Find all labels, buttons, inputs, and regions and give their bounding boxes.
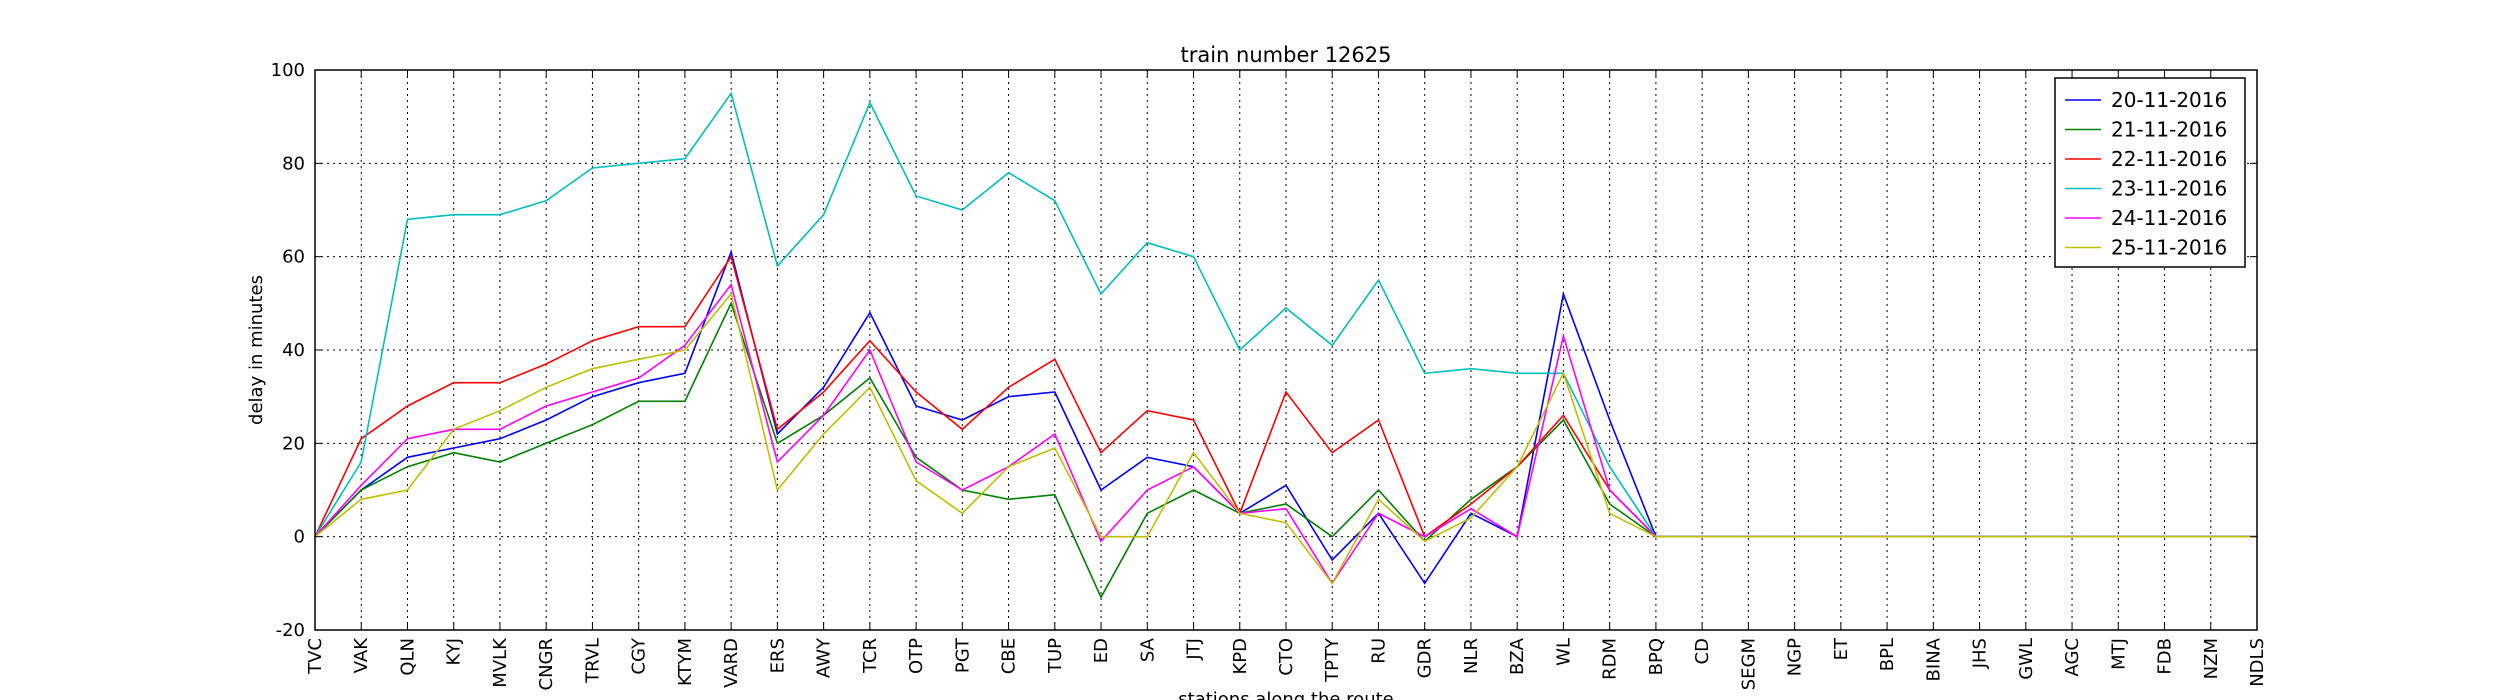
x-tick-label: CBE — [999, 638, 1020, 674]
axis-ticks: -20 0 20 40 60 80 100 TVC VAK QLN KYJ MVLK CNGR TRVL C… — [271, 60, 2268, 691]
x-tick-label: AGC — [2062, 638, 2083, 677]
x-tick-label: NZM — [2201, 638, 2222, 679]
y-tick-label: 100 — [271, 60, 305, 81]
x-tick-label: KYJ — [444, 638, 465, 665]
legend-entry: 23-11-2016 — [2111, 177, 2227, 201]
x-tick-label: MTJ — [2108, 638, 2129, 670]
x-tick-label: TVC — [305, 638, 326, 675]
x-tick-label: TCR — [860, 638, 881, 674]
legend: 20-11-2016 21-11-2016 22-11-2016 23-11-2016… — [2054, 77, 2246, 268]
x-tick-label: BPL — [1877, 638, 1898, 671]
x-tick-label: BZA — [1507, 637, 1528, 675]
x-tick-label: RU — [1368, 638, 1389, 664]
series-lines — [314, 91, 2257, 600]
x-tick-label: OTP — [906, 638, 927, 674]
y-tick-label: -20 — [276, 620, 305, 641]
x-tick-label: WL — [1553, 638, 1574, 666]
x-tick-label: SA — [1137, 637, 1158, 662]
x-tick-label: TRVL — [582, 638, 603, 684]
x-tick-label: VAK — [351, 637, 372, 673]
legend-entry: 24-11-2016 — [2111, 206, 2227, 230]
x-tick-label: JHS — [1970, 638, 1991, 669]
x-tick-label: NLR — [1461, 638, 1482, 674]
y-tick-label: 60 — [282, 247, 305, 268]
x-tick-label: BINA — [1923, 637, 1944, 681]
y-tick-label: 20 — [282, 433, 305, 454]
y-tick-label: 80 — [282, 153, 305, 174]
x-tick-label: ED — [1091, 638, 1112, 663]
x-tick-label: ET — [1831, 637, 1852, 660]
x-tick-label: RDM — [1600, 638, 1621, 680]
x-tick-label: NDLS — [2247, 638, 2268, 687]
chart-title: train number 12625 — [1181, 43, 1392, 67]
x-tick-label: QLN — [397, 638, 418, 676]
x-tick-label: ERS — [767, 638, 788, 673]
legend-entry: 20-11-2016 — [2111, 88, 2227, 112]
y-tick-label: 0 — [294, 527, 305, 548]
x-tick-label: GDR — [1415, 638, 1436, 678]
x-tick-label: CD — [1692, 638, 1713, 664]
x-axis-label: stations along the route — [1178, 689, 1393, 700]
legend-entry: 21-11-2016 — [2111, 118, 2227, 142]
x-tick-label: VARD — [721, 638, 742, 688]
x-tick-label: JTJ — [1184, 638, 1205, 661]
y-axis-label: delay in minutes — [246, 275, 267, 425]
y-tick-label: 40 — [282, 340, 305, 361]
x-tick-label: KPD — [1230, 638, 1251, 675]
legend-box — [2054, 77, 2246, 268]
x-tick-label: KTYM — [675, 638, 696, 686]
x-tick-label: SEGM — [1738, 638, 1759, 690]
x-tick-label: CTO — [1276, 638, 1297, 676]
x-tick-label: BPQ — [1646, 638, 1667, 675]
x-tick-label: FDB — [2155, 638, 2176, 675]
series-line-25-11-2016 — [314, 292, 2257, 585]
x-tick-label: MVLK — [490, 637, 511, 688]
x-tick-label: TPTY — [1322, 637, 1343, 683]
x-tick-label: CGY — [629, 637, 650, 675]
x-tick-label: AWY — [814, 637, 835, 678]
x-tick-label: TUP — [1045, 638, 1066, 674]
x-tick-label: NGP — [1785, 638, 1806, 676]
x-tick-label: GWL — [2016, 638, 2037, 680]
x-tick-label: CNGR — [536, 638, 557, 691]
x-tick-label: PGT — [952, 637, 973, 673]
legend-entry: 25-11-2016 — [2111, 236, 2227, 260]
legend-entry: 22-11-2016 — [2111, 147, 2227, 171]
